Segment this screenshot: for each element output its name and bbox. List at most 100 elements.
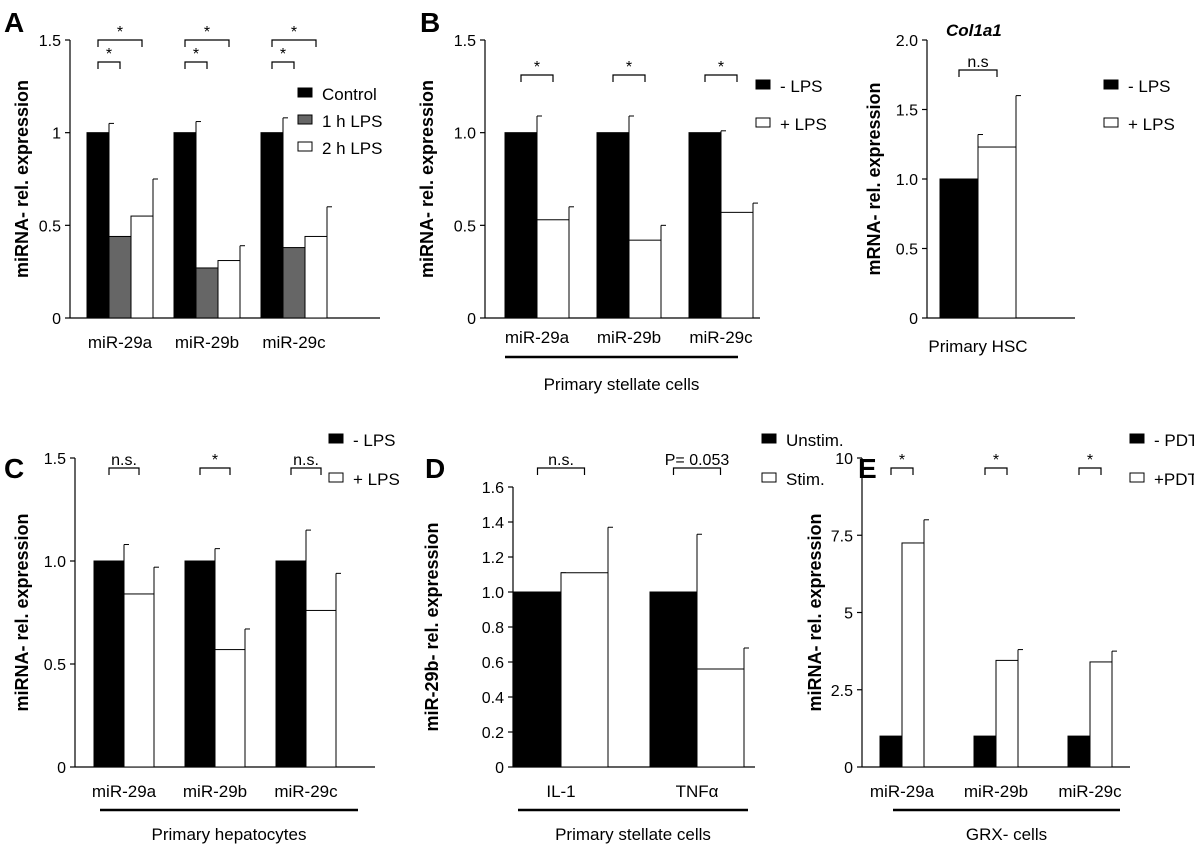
bar-e-1-0 xyxy=(901,542,925,768)
bar-c-0-1 xyxy=(184,560,216,768)
chart-title: Col1a1 xyxy=(946,21,1002,40)
significance-bracket xyxy=(890,467,914,475)
legend-label: +PDTC xyxy=(1154,470,1194,489)
significance-bracket xyxy=(1078,467,1102,475)
y-tick-label: 0.5 xyxy=(39,218,61,235)
category-label: IL-1 xyxy=(546,782,575,801)
category-label: miR-29c xyxy=(689,328,753,347)
legend-swatch xyxy=(328,472,344,483)
significance-label: * xyxy=(993,452,999,469)
y-axis-label: miRNA- rel. expression xyxy=(805,513,825,711)
bar-a-0-0 xyxy=(86,132,110,319)
y-tick-label: 10 xyxy=(835,451,853,468)
significance-bracket xyxy=(704,74,738,82)
y-tick-label: 0.6 xyxy=(482,655,504,672)
y-axis-label: miRNA- rel. expression xyxy=(417,80,437,278)
category-label: miR-29a xyxy=(505,328,570,347)
category-label: miR-29a xyxy=(92,782,157,801)
significance-label: * xyxy=(212,452,218,469)
y-tick-label: 0.5 xyxy=(896,242,918,259)
group-label: GRX- cells xyxy=(966,825,1047,844)
significance-label: n.s xyxy=(967,54,988,71)
y-tick-label: 0.2 xyxy=(482,725,504,742)
legend-swatch xyxy=(761,472,777,483)
category-label: TNFα xyxy=(676,782,719,801)
y-tick-label: 1.6 xyxy=(482,480,504,497)
y-tick-label: 2.0 xyxy=(896,33,918,50)
chart-panel-e: E 0 2.5 5 7.5 10 miRNA- rel. expression miR-29a… xyxy=(805,431,1194,844)
legend-swatch xyxy=(297,87,313,98)
y-tick-label: 0 xyxy=(844,760,853,777)
panel-label: D xyxy=(425,453,445,484)
panel-label: E xyxy=(858,453,877,484)
y-tick-label: 0 xyxy=(57,760,66,777)
significance-label: n.s. xyxy=(111,452,137,469)
chart-panel-b2: Col1a1 0 0.5 1.0 1.5 2.0 mRNA- rel. expression… xyxy=(864,21,1175,356)
significance-bracket xyxy=(184,39,230,47)
y-tick-label: 2.5 xyxy=(831,683,853,700)
y-tick-label: 1.0 xyxy=(896,172,918,189)
y-tick-label: 1.2 xyxy=(482,550,504,567)
chart-panel-a: A 0 0.5 1 1.5 miRNA- rel. expression miR-29a mi… xyxy=(4,7,383,352)
y-tick-label: 1.5 xyxy=(454,33,476,50)
legend-label: - PDTC xyxy=(1154,431,1194,450)
y-axis-label: miR-29b- rel. expression xyxy=(422,522,442,731)
bar-c-1-2 xyxy=(305,609,337,768)
bar-b1-1-1 xyxy=(628,239,662,319)
significance-bracket xyxy=(271,39,317,47)
legend-label: Unstim. xyxy=(786,431,844,450)
panel-label: B xyxy=(420,7,440,38)
legend-swatch xyxy=(1129,472,1145,483)
y-tick-label: 1.0 xyxy=(454,126,476,143)
bar-a-2-2 xyxy=(304,235,328,319)
legend-label: + LPS xyxy=(353,470,400,489)
bar-e-1-2 xyxy=(1089,661,1113,768)
legend-label: + LPS xyxy=(1128,115,1175,134)
bar-b1-0-2 xyxy=(688,132,722,319)
legend-swatch xyxy=(297,114,313,125)
significance-bracket xyxy=(97,61,121,69)
category-label: miR-29b xyxy=(175,333,239,352)
legend-swatch xyxy=(755,117,771,128)
bar-e-1-1 xyxy=(995,659,1019,768)
legend-swatch xyxy=(1129,433,1145,444)
chart-panel-b1: B 0 0.5 1.0 1.5 miRNA- rel. expression miR-29a… xyxy=(417,7,827,394)
significance-label: P= 0.053 xyxy=(665,452,730,469)
category-label: miR-29a xyxy=(870,782,935,801)
y-tick-label: 0.4 xyxy=(482,690,504,707)
bar-a-1-0 xyxy=(108,235,132,319)
y-tick-label: 0 xyxy=(52,311,61,328)
y-tick-label: 1.0 xyxy=(482,585,504,602)
category-label: miR-29c xyxy=(274,782,338,801)
category-label: miR-29a xyxy=(88,333,153,352)
bar-a-0-1 xyxy=(173,132,197,319)
panel-label: A xyxy=(4,7,24,38)
significance-label: * xyxy=(718,59,724,76)
bar-e-0-0 xyxy=(879,735,903,768)
legend-label: - LPS xyxy=(780,77,823,96)
significance-bracket xyxy=(958,69,998,77)
group-label: Primary HSC xyxy=(928,337,1027,356)
significance-bracket xyxy=(536,467,586,475)
significance-bracket xyxy=(672,467,722,475)
bar-b2-0-0 xyxy=(939,178,979,319)
significance-bracket xyxy=(290,467,322,475)
bar-d-0-0 xyxy=(513,591,562,768)
y-tick-label: 5 xyxy=(844,606,853,623)
bar-d-1-0 xyxy=(560,572,609,768)
significance-label: * xyxy=(106,46,112,63)
y-axis-label: miRNA- rel. expression xyxy=(12,80,32,278)
bar-c-1-0 xyxy=(123,593,155,768)
significance-label: * xyxy=(117,24,123,41)
significance-label: * xyxy=(1087,452,1093,469)
significance-label: * xyxy=(280,46,286,63)
category-label: miR-29c xyxy=(262,333,326,352)
y-axis-label: mRNA- rel. expression xyxy=(864,82,884,275)
y-tick-label: 7.5 xyxy=(831,528,853,545)
significance-label: * xyxy=(899,452,905,469)
category-label: miR-29b xyxy=(183,782,247,801)
significance-bracket xyxy=(97,39,143,47)
legend-label: - LPS xyxy=(353,431,396,450)
significance-label: * xyxy=(193,46,199,63)
